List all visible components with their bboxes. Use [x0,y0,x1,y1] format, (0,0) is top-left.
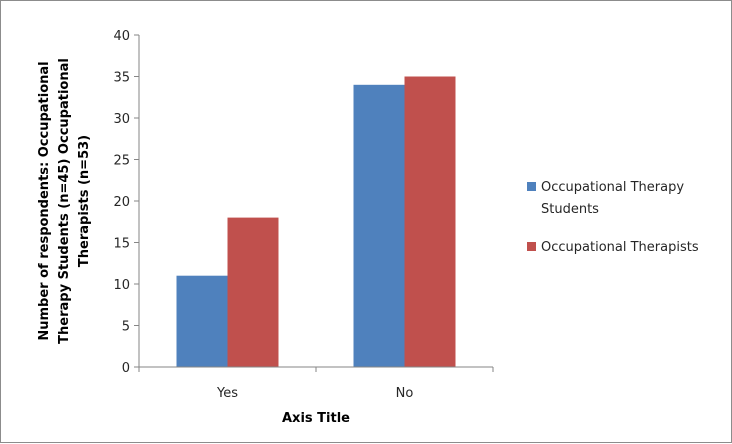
legend-label-1: Students [541,202,599,217]
bar-yes-series-1 [176,275,228,367]
y-tick-label: 15 [113,237,130,252]
y-tick-label: 20 [113,195,130,210]
bars [176,76,456,368]
legend-label-1: Occupational Therapy [541,180,684,195]
y-tick-label: 10 [113,278,130,293]
x-axis-ticks: Yes No [138,367,494,401]
legend-swatch-1 [527,182,536,191]
bar-no-series-1 [353,84,405,368]
y-tick-label: 5 [122,320,130,335]
y-axis-title-line-3: Therapists (n=53) [77,135,92,267]
y-tick-label: 0 [122,361,130,376]
legend-label-2: Occupational Therapists [541,240,699,255]
y-axis-title-line-1: Number of respondents: Occupational [37,61,52,340]
y-axis-title-line-2: Therapy Students (n=45) Occupational [57,58,72,344]
x-tick-label: Yes [216,386,238,401]
legend-swatch-2 [527,242,536,251]
x-tick-label: No [396,386,414,401]
x-axis-title: Axis Title [282,411,350,426]
legend: Occupational Therapy Students Occupational… [527,180,699,255]
bar-yes-series-2 [227,217,279,367]
y-tick-label: 25 [113,154,130,169]
y-tick-label: 35 [113,71,130,86]
y-axis-ticks: 0 5 10 15 20 25 30 35 40 [113,29,139,376]
bar-no-series-2 [404,76,456,367]
y-tick-label: 40 [113,29,130,44]
y-axis-title: Number of respondents: Occupational Ther… [37,58,92,344]
y-tick-label: 30 [113,112,130,127]
